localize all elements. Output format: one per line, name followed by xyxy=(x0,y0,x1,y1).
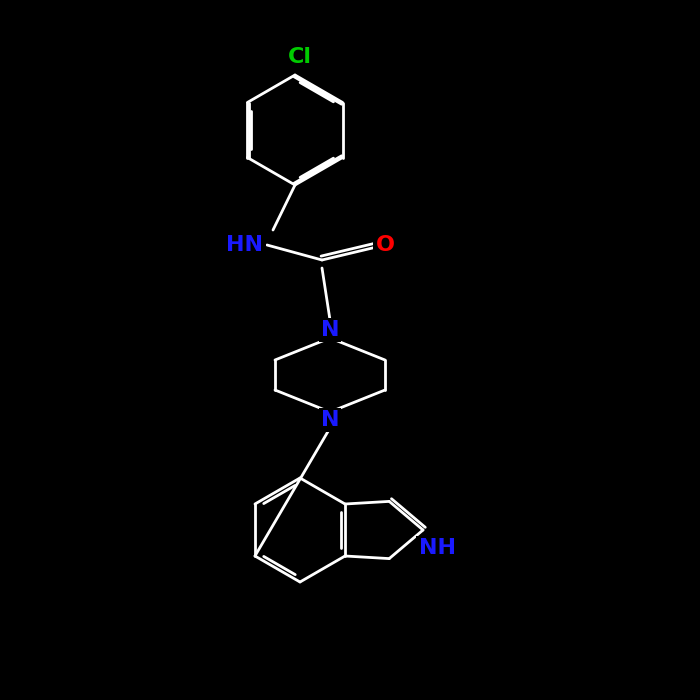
Text: N: N xyxy=(321,320,340,340)
Text: Cl: Cl xyxy=(288,47,312,67)
Text: HN: HN xyxy=(227,235,263,255)
Text: O: O xyxy=(375,235,395,255)
Text: N: N xyxy=(321,410,340,430)
Text: NH: NH xyxy=(419,538,456,558)
